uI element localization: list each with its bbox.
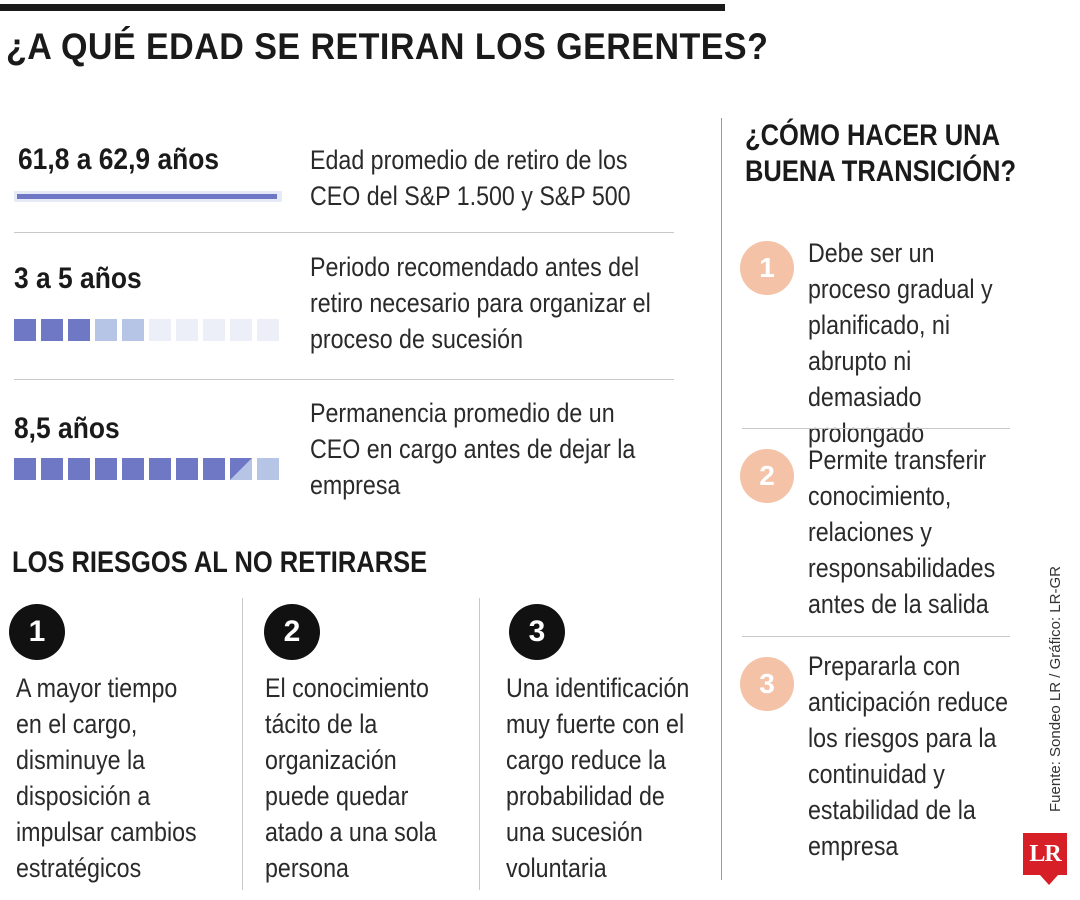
- page-title: ¿A QUÉ EDAD SE RETIRAN LOS GERENTES?: [6, 26, 769, 67]
- column-divider: [721, 118, 722, 880]
- stat-value-succession-period: 3 a 5 años: [14, 262, 142, 295]
- year-square: [122, 319, 144, 341]
- year-square: [230, 458, 252, 480]
- year-square: [176, 458, 198, 480]
- year-square: [41, 319, 63, 341]
- year-square: [14, 319, 36, 341]
- retirement-age-bar: [14, 191, 282, 202]
- risk-text-3: Una identificación muy fuerte con el car…: [506, 673, 690, 883]
- succession-period-squares: [14, 319, 279, 341]
- stat-description-retirement-age: Edad promedio de retiro de los CEO del S…: [310, 145, 631, 211]
- lr-logo-tail: [1040, 875, 1058, 885]
- divider: [14, 232, 674, 233]
- risk-divider: [479, 598, 480, 890]
- year-square: [176, 319, 198, 341]
- divider: [14, 379, 674, 380]
- stat-value-retirement-age: 61,8 a 62,9 años: [18, 143, 220, 176]
- year-square: [68, 319, 90, 341]
- step-number-1: 1: [740, 241, 794, 295]
- year-square: [95, 319, 117, 341]
- lr-logo: LR: [1023, 833, 1067, 875]
- year-square: [203, 319, 225, 341]
- step-number-3: 3: [740, 657, 794, 711]
- risk-text-2: El conocimiento tácito de la organizació…: [265, 673, 437, 883]
- year-square: [68, 458, 90, 480]
- retirement-age-bar-fill: [17, 194, 277, 199]
- step-text-2: Permite transferir conocimiento, relacio…: [808, 445, 996, 619]
- risk-number-3: 3: [509, 604, 565, 660]
- step-number-2: 2: [740, 449, 794, 503]
- ceo-tenure-squares: [14, 458, 279, 480]
- stat-value-ceo-tenure: 8,5 años: [14, 412, 120, 445]
- risk-text-1: A mayor tiempo en el cargo, disminuye la…: [16, 673, 197, 883]
- top-rule: [0, 4, 725, 11]
- source-credit: Fuente: Sondeo LR / Gráfico: LR-GR: [1047, 566, 1064, 812]
- year-square: [257, 458, 279, 480]
- step-text-3: Prepararla con anticipación reduce los r…: [808, 651, 1009, 861]
- year-square: [149, 458, 171, 480]
- year-square: [95, 458, 117, 480]
- divider: [742, 636, 1010, 637]
- risks-section-title: LOS RIESGOS AL NO RETIRARSE: [12, 546, 428, 579]
- year-square: [41, 458, 63, 480]
- risk-number-2: 2: [264, 604, 320, 660]
- risk-number-1: 1: [9, 604, 65, 660]
- year-square: [203, 458, 225, 480]
- year-square: [149, 319, 171, 341]
- step-text-1: Debe ser un proceso gradual y planificad…: [808, 238, 993, 448]
- risk-divider: [242, 598, 243, 890]
- year-square: [230, 319, 252, 341]
- stat-description-succession-period: Periodo recomendado antes del retiro nec…: [310, 252, 651, 354]
- year-square: [122, 458, 144, 480]
- divider: [742, 428, 1010, 429]
- stat-description-ceo-tenure: Permanencia promedio de un CEO en cargo …: [310, 398, 636, 500]
- year-square: [257, 319, 279, 341]
- transition-section-title: ¿CÓMO HACER UNA BUENA TRANSICIÓN?: [745, 119, 1017, 188]
- year-square: [14, 458, 36, 480]
